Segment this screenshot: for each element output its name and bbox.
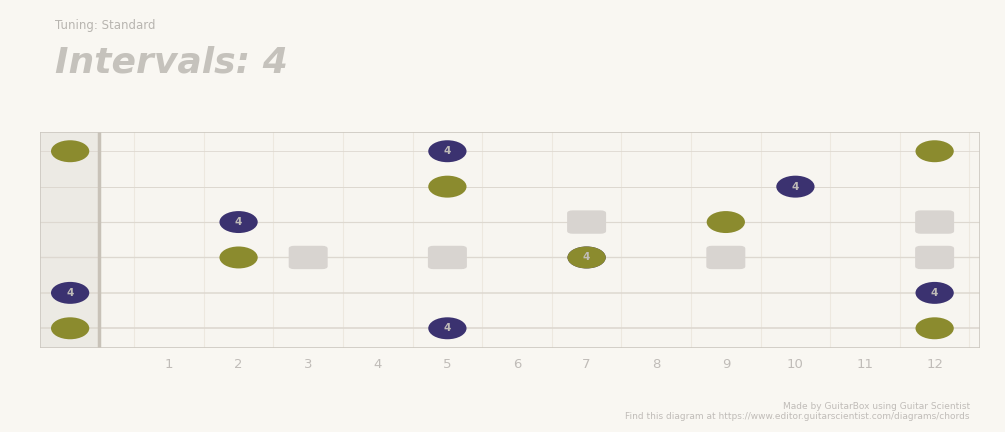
Text: Intervals: 4: Intervals: 4	[55, 45, 288, 79]
Ellipse shape	[568, 247, 606, 268]
Ellipse shape	[51, 282, 89, 304]
Text: Made by GuitarBox using Guitar Scientist
Find this diagram at https://www.editor: Made by GuitarBox using Guitar Scientist…	[625, 402, 970, 421]
Ellipse shape	[428, 176, 466, 197]
FancyBboxPatch shape	[916, 246, 954, 269]
Ellipse shape	[568, 247, 606, 268]
Ellipse shape	[219, 247, 257, 268]
Ellipse shape	[916, 282, 954, 304]
FancyBboxPatch shape	[707, 246, 746, 269]
Text: 4: 4	[443, 146, 451, 156]
Text: 4: 4	[792, 181, 799, 192]
Ellipse shape	[51, 140, 89, 162]
Ellipse shape	[428, 140, 466, 162]
Text: 4: 4	[235, 217, 242, 227]
Text: 4: 4	[931, 288, 939, 298]
Text: 4: 4	[583, 252, 590, 263]
FancyBboxPatch shape	[428, 246, 467, 269]
Ellipse shape	[707, 211, 745, 233]
Ellipse shape	[916, 318, 954, 339]
Ellipse shape	[776, 176, 815, 197]
Text: Tuning: Standard: Tuning: Standard	[55, 19, 156, 32]
Ellipse shape	[51, 318, 89, 339]
Ellipse shape	[916, 140, 954, 162]
FancyBboxPatch shape	[916, 210, 954, 234]
FancyBboxPatch shape	[567, 210, 606, 234]
FancyBboxPatch shape	[288, 246, 328, 269]
Text: 4: 4	[443, 323, 451, 333]
Ellipse shape	[428, 318, 466, 339]
Text: 4: 4	[66, 288, 73, 298]
Ellipse shape	[219, 211, 257, 233]
Bar	[40, 132, 99, 348]
